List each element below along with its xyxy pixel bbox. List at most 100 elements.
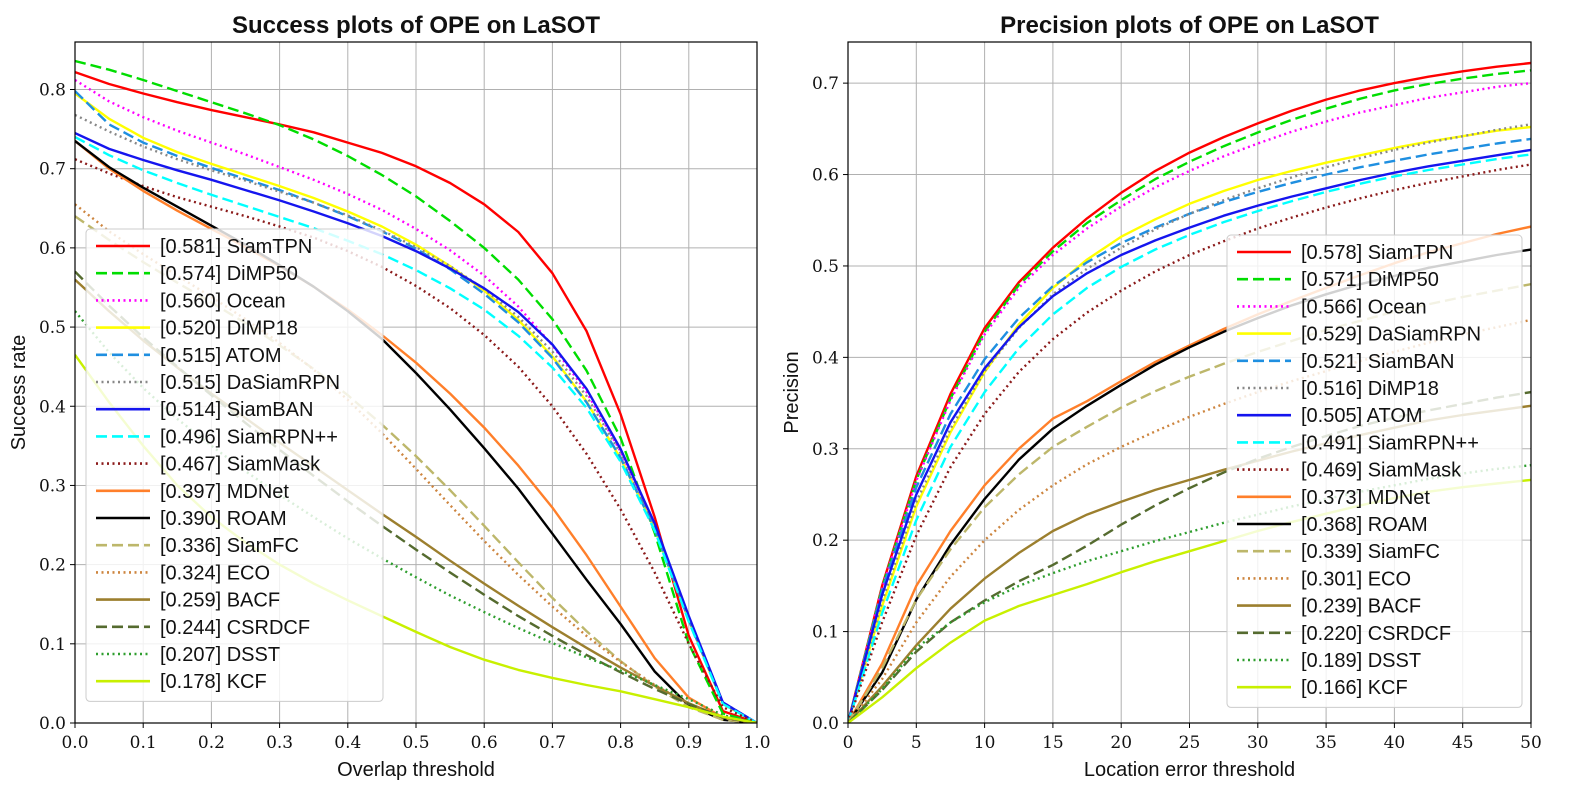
x-axis-label: Overlap threshold xyxy=(337,759,495,781)
series-line xyxy=(848,61,1531,723)
series-line xyxy=(75,132,757,723)
legend-label: [0.324] ECO xyxy=(160,562,270,584)
y-tick-label: 0.1 xyxy=(39,635,66,655)
legend-label: [0.220] CSRDCF xyxy=(1301,623,1451,645)
legend-label: [0.521] SiamBAN xyxy=(1301,351,1454,373)
legend-label: [0.581] SiamTPN xyxy=(160,236,312,258)
x-tick-label: 0.4 xyxy=(334,733,361,753)
legend-label: [0.239] BACF xyxy=(1301,596,1421,618)
x-tick-label: 0.5 xyxy=(402,733,429,753)
x-tick-label: 1.0 xyxy=(743,733,770,753)
y-tick-label: 0.7 xyxy=(39,160,66,180)
legend-label: [0.574] DiMP50 xyxy=(160,263,298,285)
legend-label: [0.189] DSST xyxy=(1301,650,1421,672)
x-tick-label: 25 xyxy=(1179,733,1201,753)
legend-label: [0.469] SiamMask xyxy=(1301,460,1462,482)
series-line xyxy=(75,70,757,723)
y-tick-label: 0.8 xyxy=(39,81,66,101)
y-tick-label: 0.3 xyxy=(812,440,839,460)
legend-label: [0.515] ATOM xyxy=(160,345,282,367)
y-tick-label: 0.6 xyxy=(812,166,839,186)
precision-plot: 0 5 10 15 20 25 30 35 40 45 50 0.0 0.1 0.2 0.3 0.4 0.5 0.… xyxy=(781,12,1542,781)
series-line xyxy=(848,137,1531,723)
legend-label: [0.397] MDNet xyxy=(160,481,289,503)
x-tick-label: 0.3 xyxy=(266,733,293,753)
axes-frame xyxy=(847,41,1532,724)
x-tick-label: 0.0 xyxy=(61,733,88,753)
legend-label: [0.529] DaSiamRPN xyxy=(1301,324,1481,346)
series-line xyxy=(75,310,757,723)
y-tick-label: 0.2 xyxy=(812,531,839,551)
legend: [0.578] SiamTPN [0.571] DiMP50 [0.566] Oce… xyxy=(1226,234,1523,708)
legend-box xyxy=(1226,234,1523,708)
legend-label: [0.505] ATOM xyxy=(1301,405,1423,427)
chart-title: Precision plots of OPE on LaSOT xyxy=(1000,12,1379,39)
y-tick-label: 0.3 xyxy=(39,476,66,496)
x-tick-label: 20 xyxy=(1110,733,1132,753)
x-tick-label: 35 xyxy=(1315,733,1337,753)
x-tick-label: 5 xyxy=(911,733,922,753)
legend-label: [0.178] KCF xyxy=(160,671,267,693)
y-tick-label: 0.5 xyxy=(39,318,66,338)
series-line xyxy=(848,153,1531,723)
x-tick-label: 15 xyxy=(1042,733,1064,753)
series-line xyxy=(848,163,1531,723)
legend-label: [0.496] SiamRPN++ xyxy=(160,426,338,448)
legend-label: [0.301] ECO xyxy=(1301,568,1411,590)
x-tick-label: 0.6 xyxy=(471,733,498,753)
y-tick-label: 0.7 xyxy=(812,74,839,94)
x-tick-label: 0.1 xyxy=(130,733,157,753)
x-tick-label: 0.7 xyxy=(539,733,566,753)
success-plot: 0.0 0.1 0.2 0.3 0.4 0.5 0.6 0.7 0.8 0.9 1.0 0.0 0.1 0… xyxy=(8,12,771,781)
legend-label: [0.390] ROAM xyxy=(160,508,287,530)
x-tick-label: 0.8 xyxy=(607,733,634,753)
legend-label: [0.259] BACF xyxy=(160,590,280,612)
y-axis-label: Success rate xyxy=(8,335,30,451)
legend-label: [0.207] DSST xyxy=(160,644,280,666)
legend-label: [0.491] SiamRPN++ xyxy=(1301,432,1479,454)
y-tick-label: 0.6 xyxy=(39,239,66,259)
y-axis-label: Precision xyxy=(781,351,803,433)
y-tick-label: 0.2 xyxy=(39,556,66,576)
chart-title: Success plots of OPE on LaSOT xyxy=(232,12,600,39)
legend-label: [0.560] Ocean xyxy=(160,290,286,312)
series-line xyxy=(75,158,757,723)
legend-box xyxy=(85,228,384,702)
y-tick-label: 0.4 xyxy=(39,397,66,417)
x-tick-label: 50 xyxy=(1520,733,1542,753)
legend-label: [0.373] MDNet xyxy=(1301,487,1430,509)
series-line xyxy=(75,140,757,723)
x-axis-label: Location error threshold xyxy=(1084,759,1295,781)
legend-label: [0.520] DiMP18 xyxy=(160,318,298,340)
x-tick-label: 45 xyxy=(1452,733,1474,753)
legend-label: [0.566] Ocean xyxy=(1301,296,1427,318)
x-tick-label: 40 xyxy=(1384,733,1406,753)
legend: [0.581] SiamTPN [0.574] DiMP50 [0.560] Oce… xyxy=(85,228,384,702)
series-line xyxy=(75,140,757,723)
series-line xyxy=(75,78,757,723)
legend-label: [0.514] SiamBAN xyxy=(160,399,313,421)
x-tick-label: 30 xyxy=(1247,733,1269,753)
legend-label: [0.578] SiamTPN xyxy=(1301,242,1453,264)
legend-label: [0.336] SiamFC xyxy=(160,535,299,557)
y-tick-label: 0.0 xyxy=(812,714,839,734)
x-tick-label: 0.9 xyxy=(675,733,702,753)
legend-label: [0.571] DiMP50 xyxy=(1301,269,1439,291)
series-line xyxy=(848,125,1531,723)
legend-label: [0.368] ROAM xyxy=(1301,514,1428,536)
series-line xyxy=(848,81,1531,723)
legend-label: [0.166] KCF xyxy=(1301,677,1408,699)
y-tick-label: 0.5 xyxy=(812,257,839,277)
series-line xyxy=(75,90,757,723)
legend-label: [0.467] SiamMask xyxy=(160,454,321,476)
y-tick-label: 0.4 xyxy=(812,348,839,368)
legend-label: [0.515] DaSiamRPN xyxy=(160,372,340,394)
x-tick-label: 0 xyxy=(843,733,854,753)
x-tick-label: 0.2 xyxy=(198,733,225,753)
x-tick-label: 10 xyxy=(974,733,996,753)
legend-label: [0.339] SiamFC xyxy=(1301,541,1440,563)
legend-label: [0.516] DiMP18 xyxy=(1301,378,1439,400)
axes-frame xyxy=(74,41,758,724)
legend-label: [0.244] CSRDCF xyxy=(160,617,310,639)
